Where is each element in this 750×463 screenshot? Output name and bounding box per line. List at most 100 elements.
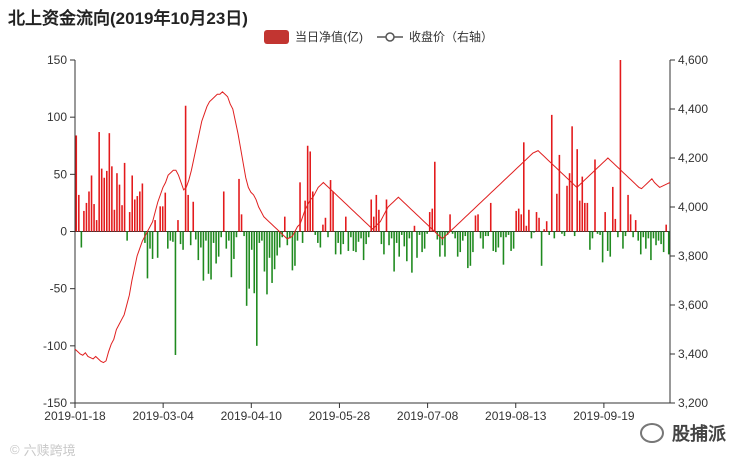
legend-bar-label: 当日净值(亿) xyxy=(295,30,363,44)
bar xyxy=(525,225,528,232)
watermark-right-text: 股捕派 xyxy=(672,424,726,444)
watermark-right: 股捕派 xyxy=(640,420,726,446)
y-left-tick-label: -100 xyxy=(43,339,67,353)
bar xyxy=(311,191,314,232)
bar xyxy=(174,231,177,355)
bar xyxy=(538,217,540,232)
bar xyxy=(500,231,502,238)
bar xyxy=(217,231,220,257)
bar xyxy=(423,231,426,249)
bar xyxy=(637,231,640,241)
y-right-tick-label: 3,800 xyxy=(678,249,708,263)
bar xyxy=(319,231,322,248)
bar xyxy=(116,173,118,232)
bar xyxy=(477,214,479,232)
bar xyxy=(530,231,533,239)
bar xyxy=(667,231,670,255)
y-left-tick-label: -150 xyxy=(43,396,67,410)
y-right-tick-label: 3,600 xyxy=(678,298,708,312)
bar xyxy=(550,114,553,232)
bar xyxy=(484,231,487,237)
bar xyxy=(586,202,589,232)
bar xyxy=(612,186,614,232)
bar xyxy=(80,231,83,248)
bar xyxy=(601,231,604,263)
bar xyxy=(332,191,334,232)
bar xyxy=(489,202,492,232)
bar xyxy=(243,231,245,237)
bar xyxy=(126,231,128,241)
bar xyxy=(273,231,276,270)
bar xyxy=(342,231,345,245)
bar xyxy=(655,231,657,246)
bar xyxy=(408,231,411,239)
bar xyxy=(619,60,622,232)
bar xyxy=(228,231,230,241)
bar xyxy=(205,231,207,241)
bar xyxy=(439,231,441,257)
bar xyxy=(322,224,324,232)
bar xyxy=(561,231,563,234)
bar xyxy=(497,231,500,248)
bar xyxy=(215,231,217,264)
bar xyxy=(467,231,469,269)
bar xyxy=(347,231,350,251)
bar xyxy=(324,217,327,232)
y-left-tick-label: 50 xyxy=(54,167,68,181)
legend-item-line[interactable]: 收盘价（右轴） xyxy=(377,28,493,45)
bar xyxy=(459,231,462,253)
bar xyxy=(309,151,311,232)
bar xyxy=(106,170,108,232)
bar xyxy=(355,231,357,253)
bar xyxy=(248,231,250,289)
y-left-tick-label: 150 xyxy=(47,53,67,67)
bar xyxy=(367,231,370,238)
bar xyxy=(436,231,439,240)
bar xyxy=(421,231,423,253)
bar xyxy=(352,231,355,251)
bar xyxy=(212,231,215,243)
bar xyxy=(210,231,212,280)
legend-item-bar[interactable]: 当日净值(亿) xyxy=(264,28,363,45)
bar xyxy=(136,196,139,232)
bar xyxy=(510,231,512,251)
x-tick-label: 2019-04-10 xyxy=(221,409,283,423)
bar xyxy=(121,205,123,232)
bar xyxy=(461,231,464,241)
bar xyxy=(296,231,299,241)
bar xyxy=(617,231,619,238)
bar xyxy=(479,231,482,239)
bar xyxy=(482,231,484,249)
bar xyxy=(362,231,365,261)
bar xyxy=(253,231,256,294)
y-left-tick-label: 100 xyxy=(47,110,67,124)
x-tick-label: 2019-03-04 xyxy=(132,409,194,423)
bar xyxy=(156,231,159,258)
bar xyxy=(238,178,240,232)
bar xyxy=(398,231,400,257)
bar xyxy=(594,159,596,232)
bar xyxy=(334,231,337,255)
bar xyxy=(624,231,627,237)
x-tick-label: 2019-01-18 xyxy=(44,409,106,423)
bar xyxy=(240,214,243,232)
bar xyxy=(350,231,352,238)
y-right-tick-label: 3,200 xyxy=(678,396,708,410)
bar xyxy=(182,231,184,250)
bar xyxy=(380,231,383,245)
bar xyxy=(304,200,306,232)
bar xyxy=(444,231,446,257)
bar xyxy=(365,231,367,245)
x-tick-label: 2019-09-19 xyxy=(573,409,635,423)
bar xyxy=(578,200,581,232)
bar xyxy=(123,162,126,232)
bar xyxy=(556,193,558,232)
bar xyxy=(632,231,634,238)
bar xyxy=(606,231,609,251)
bar xyxy=(604,212,606,232)
chart-title: 北上资金流向(2019年10月23日) xyxy=(8,9,248,28)
bar xyxy=(294,231,296,266)
bar xyxy=(660,231,662,245)
bar xyxy=(573,231,576,237)
